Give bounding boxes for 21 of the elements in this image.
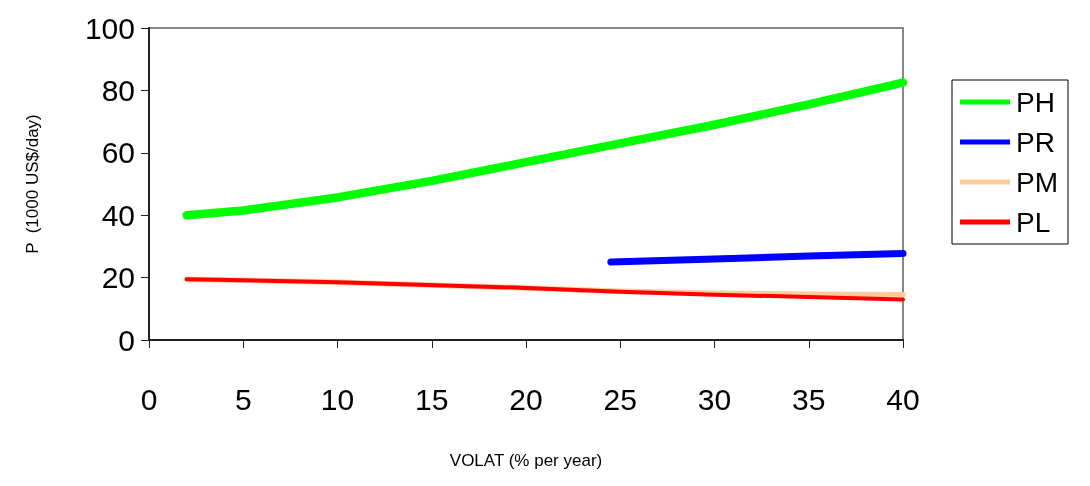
x-tick-label: 0 (140, 382, 158, 416)
legend-label: PR (1016, 126, 1055, 158)
legend-label: PH (1016, 86, 1055, 118)
x-tick-label: 5 (234, 382, 252, 416)
x-tick-label: 20 (509, 382, 543, 416)
y-tick-label: 40 (101, 198, 135, 232)
x-axis-title: VOLAT (% per year) (449, 451, 603, 470)
legend-label: PL (1016, 206, 1051, 238)
y-tick-label: 100 (84, 11, 135, 45)
y-tick-label: 20 (101, 261, 135, 295)
x-tick-label: 10 (320, 382, 355, 416)
y-axis-title: P (1000 US$/day) (23, 114, 42, 254)
y-tick-label: 80 (101, 73, 135, 107)
y-tick-label: 0 (118, 323, 135, 357)
x-tick-label: 40 (886, 382, 920, 416)
legend-label: PM (1016, 166, 1058, 198)
x-tick-label: 25 (603, 382, 637, 416)
x-tick-label: 35 (792, 382, 826, 416)
x-tick-label: 15 (415, 382, 449, 416)
y-tick-label: 60 (101, 136, 135, 170)
x-tick-label: 30 (697, 382, 732, 416)
